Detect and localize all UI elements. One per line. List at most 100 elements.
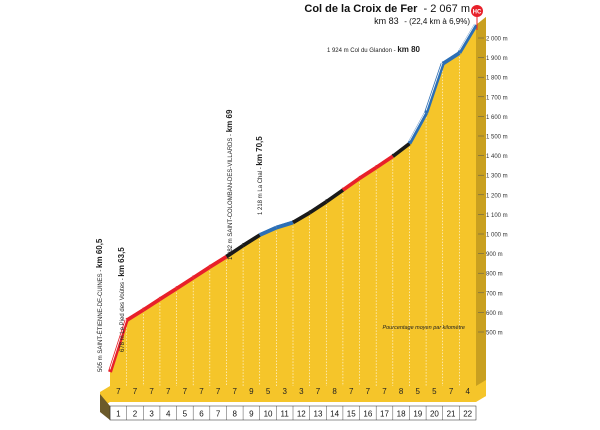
y-tick-label: 1 000 m (486, 233, 508, 239)
km-label: 22 (463, 410, 472, 419)
gradient-segment-edge (176, 274, 194, 287)
km-gridlines (126, 56, 460, 386)
km-label: 15 (347, 410, 356, 419)
finish-badge: HC (471, 5, 483, 30)
y-tick-label: 1 700 m (486, 95, 508, 101)
gradient-segment (325, 188, 345, 204)
gradient-label: 7 (233, 387, 238, 396)
gradient-segment (242, 233, 261, 248)
gradient-segment-edge (292, 209, 310, 221)
y-tick-label: 1 200 m (486, 193, 508, 199)
gradient-label: 7 (166, 387, 171, 396)
gradient-segment-edge (425, 60, 444, 111)
waypoint-label: 678 m Le Pied des Voûtes - km 63,5 (117, 247, 126, 352)
gradient-segment (192, 265, 211, 280)
gradient-label: 3 (282, 387, 287, 396)
gradient-segment (208, 254, 228, 269)
y-tick-label: 900 m (486, 252, 503, 258)
gradient-segment (341, 176, 361, 192)
gradient-segment-edge (375, 153, 394, 166)
gradient-segment (407, 112, 428, 145)
gradient-segment (391, 141, 411, 158)
gradient-label: 5 (432, 387, 437, 396)
km-label: 16 (363, 410, 372, 419)
y-tick-label: 1 100 m (486, 213, 508, 219)
waypoint-labels: 505 m SAINT-ÉTIENNE-DE-CUINES - km 60,5 6… (95, 45, 421, 372)
y-tick-label: 2 000 m (486, 37, 508, 43)
waypoint-label-glandon: 1 924 m Col du Glandon - km 80 (327, 45, 421, 54)
gradient-segment-edge (242, 232, 260, 244)
gradient-label: 7 (366, 387, 371, 396)
y-axis: 500 m 600 m 700 m 800 m 900 m 1 000 m 1 100 m 1… (478, 37, 508, 337)
km-label: 20 (430, 410, 439, 419)
gradient-label: 7 (116, 387, 121, 396)
gradient-label: 7 (216, 387, 221, 396)
gradient-segment (225, 243, 245, 259)
gradient-segment-edge (143, 296, 161, 308)
gradient-segment-edge (309, 198, 327, 211)
km-label: 13 (314, 410, 323, 419)
km-label: 1 (116, 410, 121, 419)
km-label: 19 (413, 410, 422, 419)
gradient-line (108, 22, 478, 373)
chart-title: Col de la Croix de Fer (304, 3, 418, 15)
summit-altitude: - 2 067 m (424, 3, 470, 15)
gradient-label: 5 (416, 387, 421, 396)
gradient-segment-edge (209, 253, 227, 265)
gradient-segment (457, 23, 478, 54)
gradient-label: 7 (316, 387, 321, 396)
gradient-label: 7 (382, 387, 387, 396)
legend-note: Pourcentage moyen par kilomètre (382, 325, 465, 331)
gradient-label: 7 (449, 387, 454, 396)
base-top (100, 380, 486, 408)
y-tick-label: 600 m (486, 311, 503, 317)
km-label: 3 (149, 410, 154, 419)
hc-badge-label: HC (473, 10, 482, 16)
terrain-area (110, 16, 486, 400)
km-label: 14 (330, 410, 339, 419)
terrain-fill (110, 24, 476, 386)
gradient-segment (175, 276, 195, 291)
waypoint-label: 1 218 m La Chal - km 70,5 (255, 136, 264, 215)
gradient-label: 7 (149, 387, 154, 396)
y-tick-label: 800 m (486, 272, 503, 278)
gradient-label: 7 (349, 387, 354, 396)
gradient-segment (308, 199, 328, 215)
km-label: 9 (249, 410, 254, 419)
km-label: 11 (281, 410, 290, 419)
gradient-label: 9 (249, 387, 254, 396)
waypoint-label: 505 m SAINT-ÉTIENNE-DE-CUINES - km 60,5 (95, 238, 104, 372)
km-label: 6 (199, 410, 204, 419)
gradient-segment (108, 319, 129, 373)
y-tick-label: 700 m (486, 291, 503, 297)
km-label: 2 (133, 410, 138, 419)
gradient-label: 8 (332, 387, 337, 396)
gradient-segment-edge (326, 186, 344, 200)
climb-info: - (22,4 km à 6,9%) (404, 17, 470, 26)
gradient-label: 7 (199, 387, 204, 396)
gradient-segment (125, 308, 145, 322)
km-label: 5 (183, 410, 188, 419)
gradient-segment-edge (159, 285, 177, 297)
gradient-segment-edge (409, 110, 427, 142)
waypoint-label: 1 082 m SAINT-COLOMBAN-DES-VILLARDS - km… (225, 109, 234, 260)
gradient-segment-edge (459, 22, 477, 51)
km-label: 12 (297, 410, 306, 419)
terrain-side-face (476, 16, 486, 400)
gradient-segment (441, 51, 461, 66)
gradient-segment-edge (276, 219, 294, 226)
gradient-segment (424, 63, 445, 114)
km-label: 10 (264, 410, 273, 419)
y-tick-label: 1 900 m (486, 56, 508, 62)
gradient-segment (258, 225, 278, 237)
gradient-segment (291, 210, 311, 225)
y-tick-label: 1 300 m (486, 174, 508, 180)
gradient-segment (142, 297, 161, 312)
km-label: 8 (233, 410, 238, 419)
gradient-label: 4 (465, 387, 470, 396)
gradient-segment-edge (392, 140, 410, 154)
gradient-label: 5 (266, 387, 271, 396)
gradient-segment-edge (126, 306, 144, 318)
y-tick-label: 1 800 m (486, 76, 508, 82)
